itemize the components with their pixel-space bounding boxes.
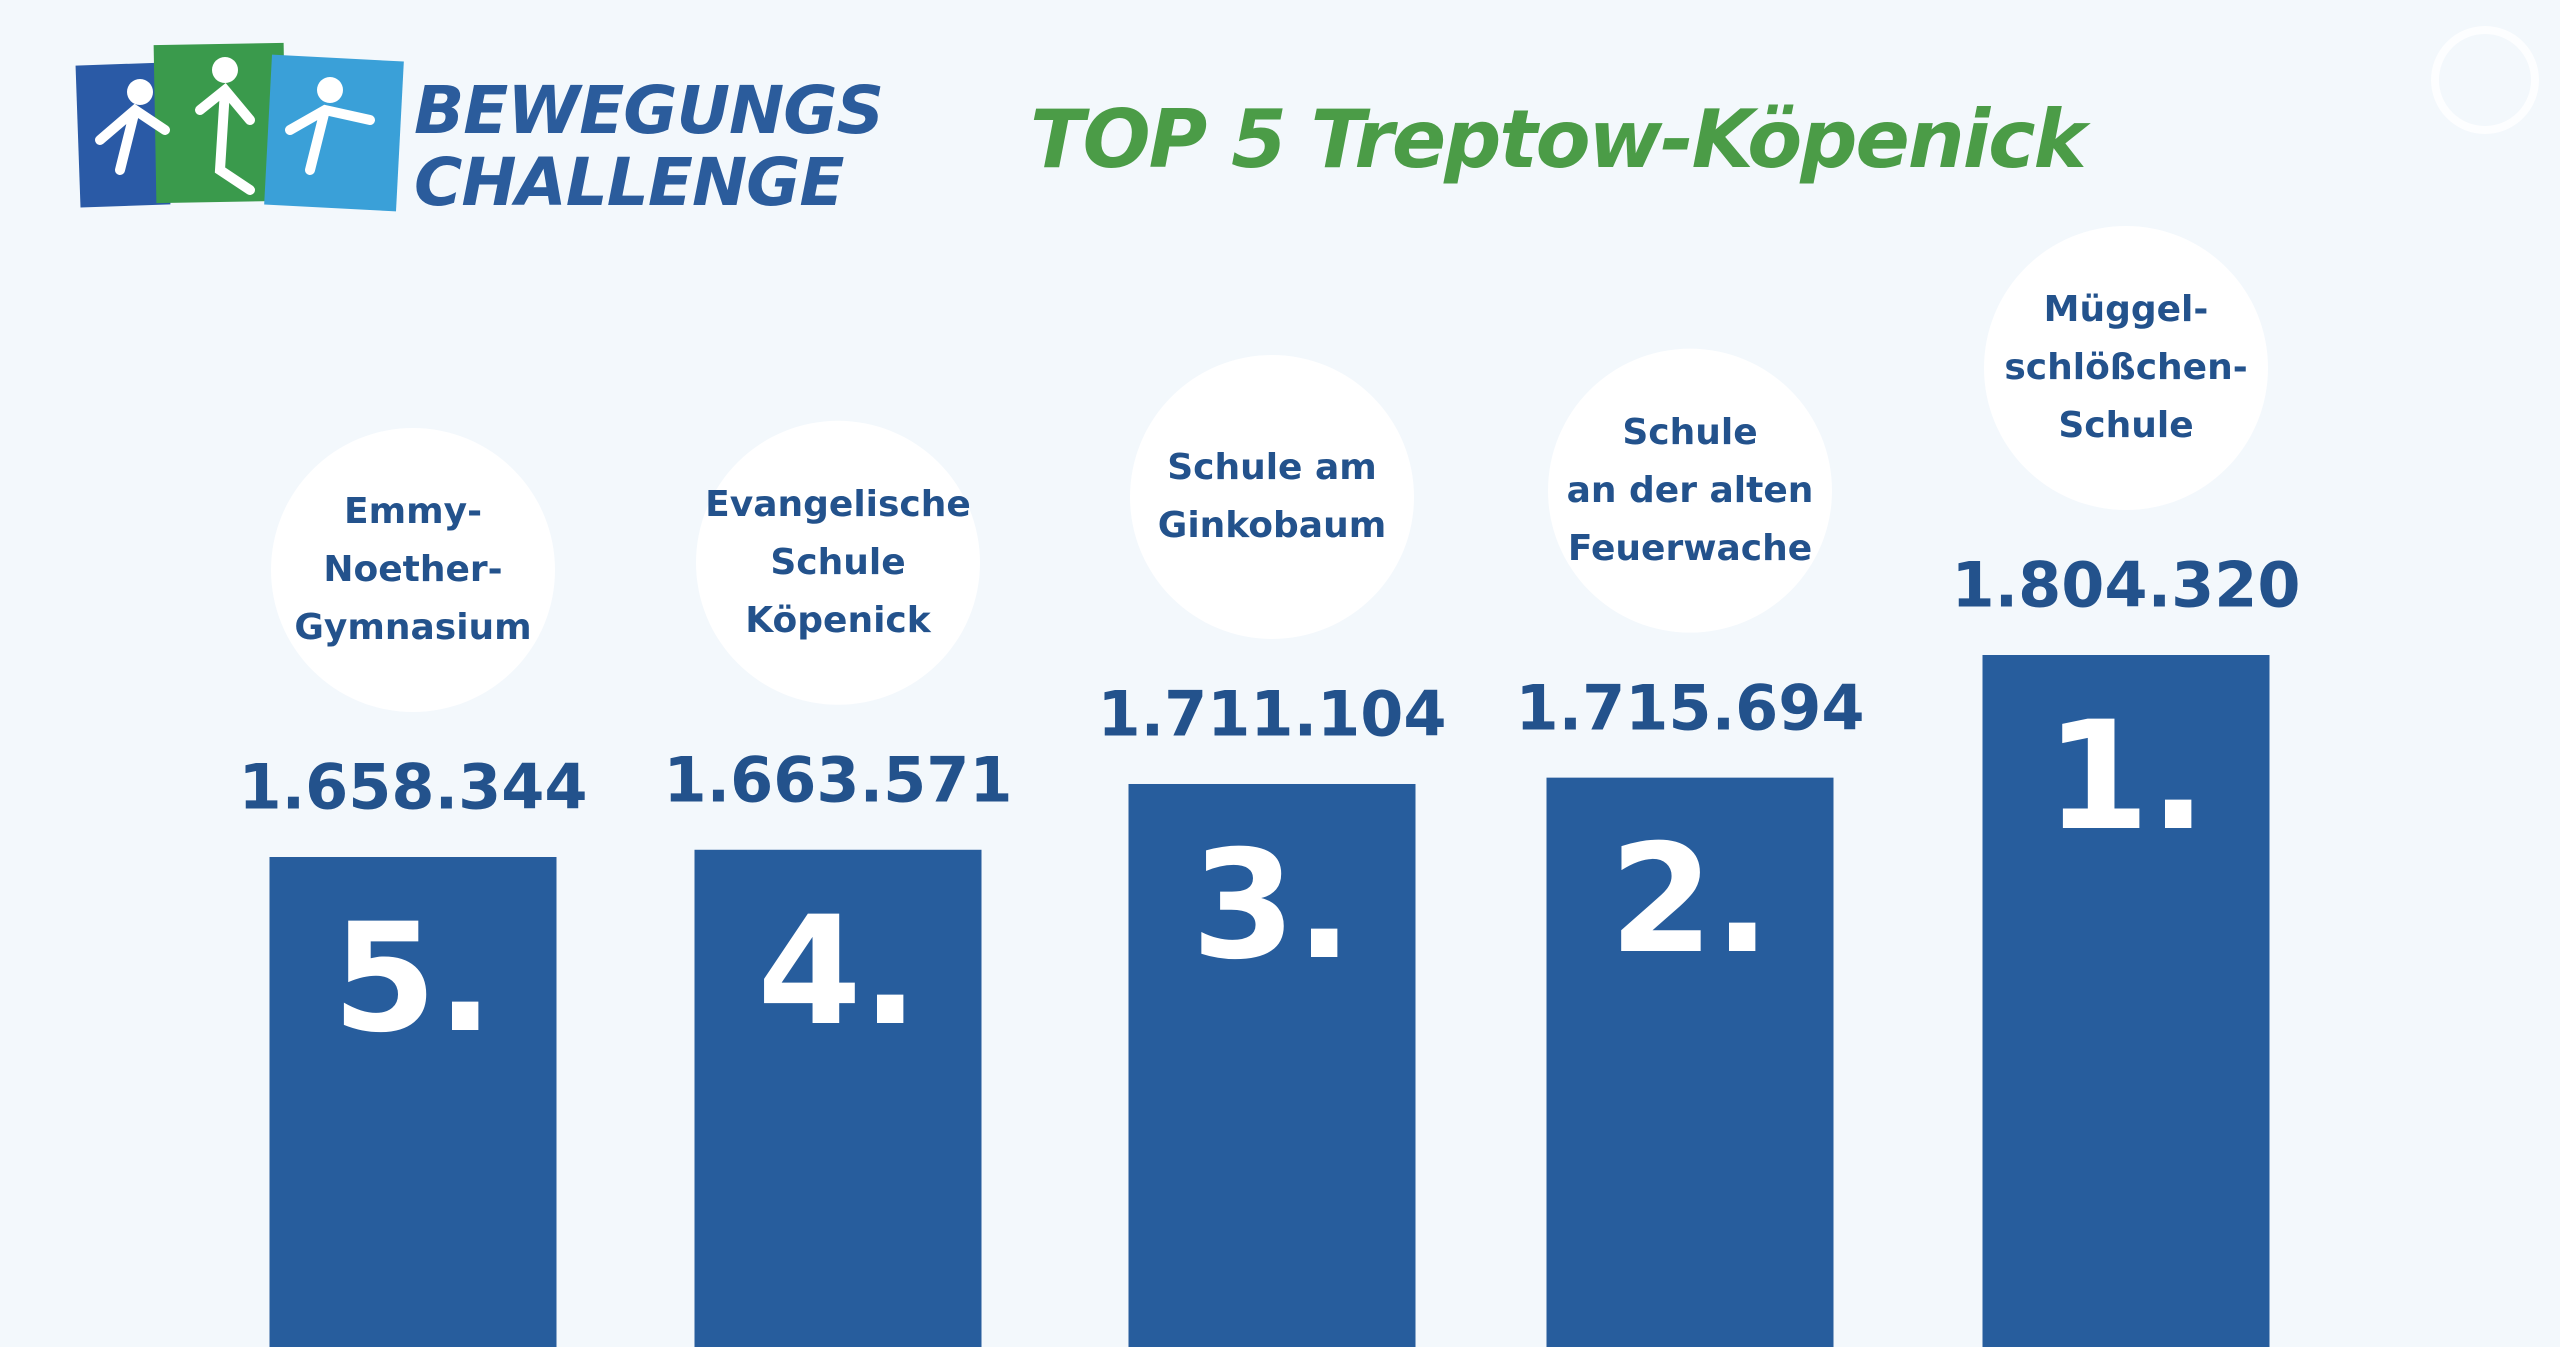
logo-text: CHALLENGE: [414, 144, 844, 221]
label-circle: [696, 420, 980, 705]
category-label: Emmy- Noether- Gymnasium: [294, 491, 532, 648]
value-label: 1.658.344: [238, 750, 588, 824]
value-label: 1.715.694: [1515, 671, 1865, 745]
logo-icon: [75, 42, 404, 212]
label-circle: [1548, 348, 1832, 633]
category-label: Schule an der alten Feuerwache: [1566, 411, 1814, 569]
bar: [1982, 655, 2270, 1347]
value-label: 1.663.571: [663, 743, 1013, 817]
rank-label: 2.: [1609, 812, 1771, 987]
bar: [1546, 777, 1834, 1347]
value-label: 1.711.104: [1097, 677, 1447, 751]
chart-title: TOP 5 Treptow-Köpenick: [1030, 93, 2087, 186]
label-circle: [1130, 354, 1414, 639]
category-label: Evangelische Schule Köpenick: [705, 483, 971, 641]
label-circle: [1984, 226, 2268, 510]
loading-icon: [2431, 26, 2539, 134]
bar: [1128, 783, 1416, 1347]
rank-label: 4.: [757, 884, 919, 1059]
rank-label: 1.: [2045, 690, 2207, 864]
category-label: Schule am Ginkobaum: [1157, 446, 1387, 546]
rank-label: 3.: [1191, 818, 1353, 993]
rank-label: 5.: [332, 892, 494, 1066]
category-label: Müggel- schlößchen- Schule: [2004, 289, 2248, 446]
bar: [269, 857, 557, 1347]
logo-text: BEWEGUNGS: [414, 72, 884, 149]
bar: [694, 849, 982, 1347]
value-label: 1.804.320: [1951, 548, 2301, 622]
label-circle: [271, 428, 555, 712]
